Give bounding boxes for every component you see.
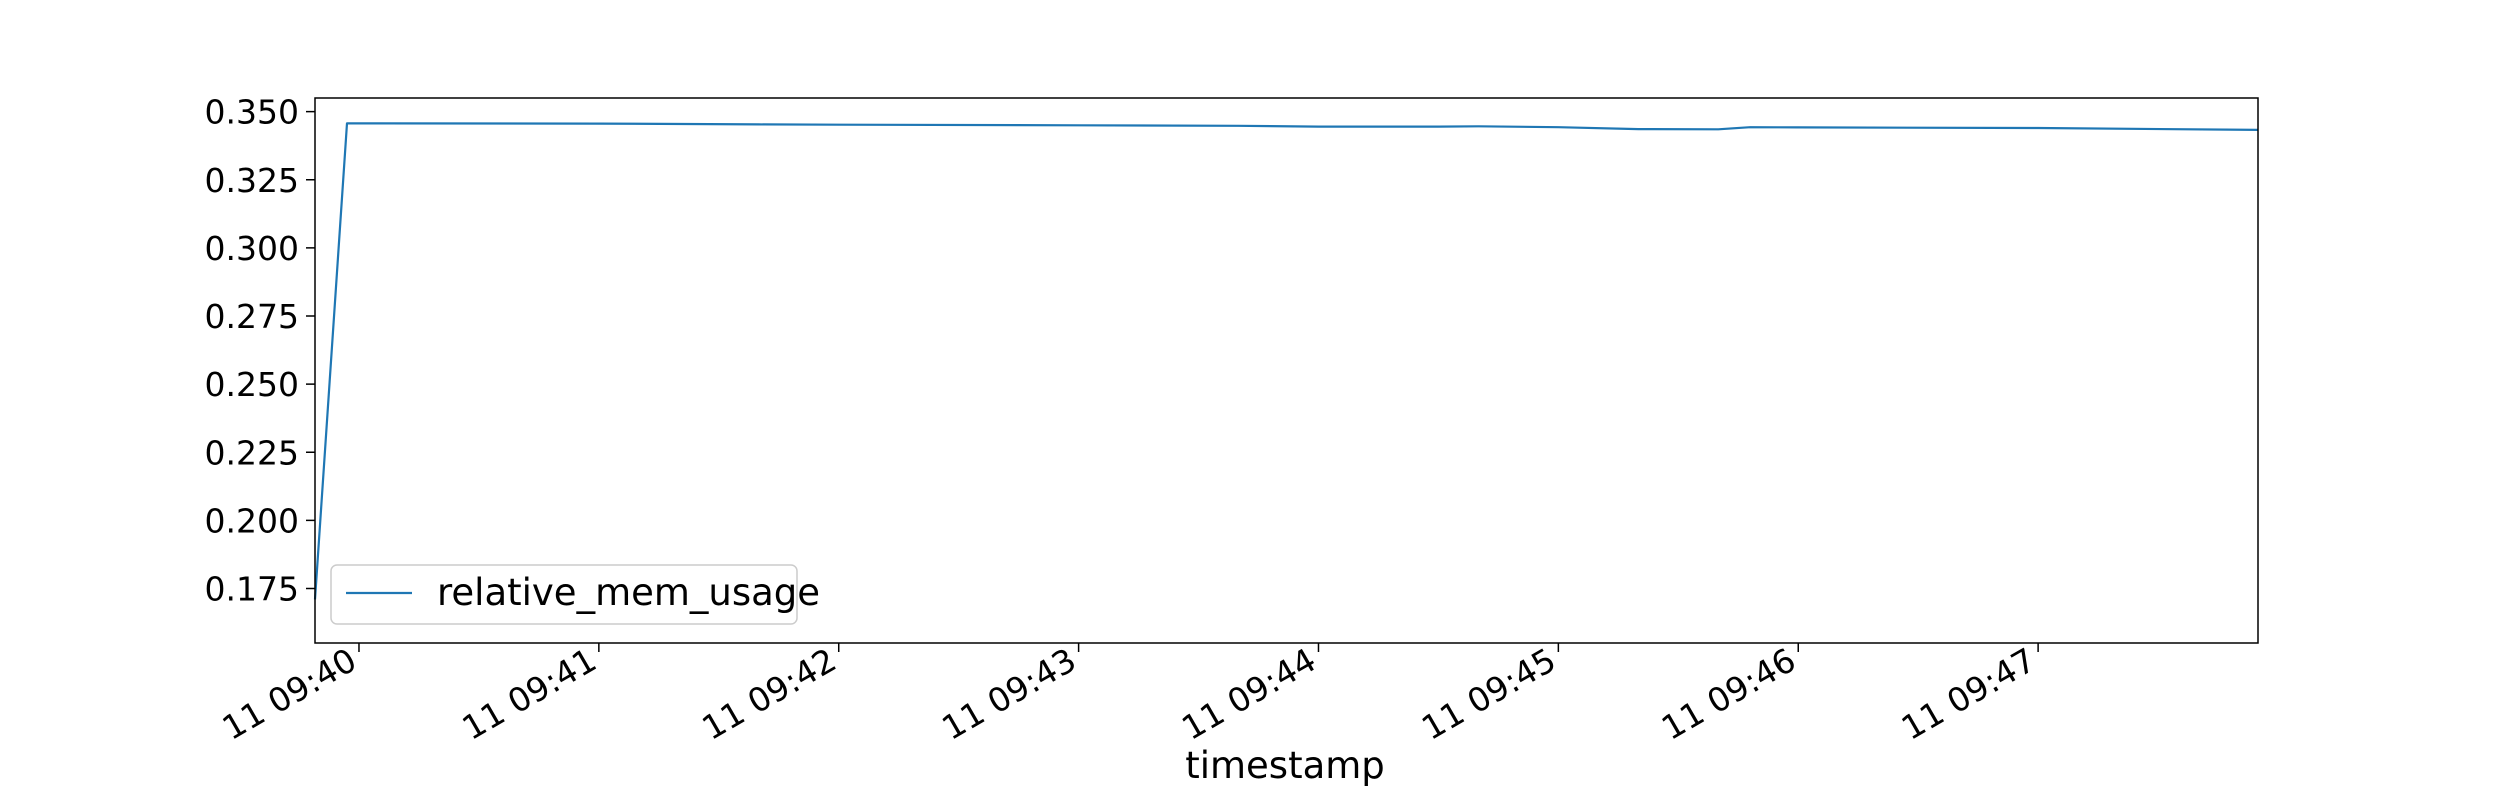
y-tick-label: 0.175 [205, 570, 299, 609]
x-axis: 11 09:40 11 09:41 11 09:42 11 09:43 11 09:44… [216, 640, 2042, 748]
y-tick-label: 0.200 [205, 501, 299, 540]
x-tick-label: 11 09:42 [695, 640, 842, 748]
x-tick-label: 11 09:47 [1895, 640, 2042, 748]
x-axis-label: timestamp [1185, 744, 1385, 787]
y-tick-label: 0.350 [205, 93, 299, 132]
x-tick-label: 11 09:40 [216, 640, 363, 748]
x-tick-label: 11 09:43 [935, 640, 1082, 748]
y-tick-label: 0.300 [205, 229, 299, 268]
series-layer [313, 122, 2259, 600]
x-tick-label: 11 09:44 [1175, 640, 1322, 748]
legend-label: relative_mem_usage [437, 571, 820, 614]
x-tick-label: 11 09:46 [1655, 640, 1802, 748]
plot-frame [314, 97, 2259, 644]
y-axis: 0.175 0.200 0.225 0.250 0.275 0.300 0.325 0.350 [205, 93, 315, 609]
legend-box [330, 564, 798, 625]
legend: relative_mem_usage [330, 564, 820, 625]
x-tick-label: 11 09:41 [456, 640, 603, 748]
plot-area [315, 98, 2258, 643]
y-tick-label: 0.250 [205, 365, 299, 404]
y-tick-label: 0.225 [205, 433, 299, 472]
y-tick-label: 0.275 [205, 297, 299, 336]
series-line-relative_mem_usage [313, 122, 2259, 600]
y-tick-label: 0.325 [205, 161, 299, 200]
x-tick-label: 11 09:45 [1415, 640, 1562, 748]
